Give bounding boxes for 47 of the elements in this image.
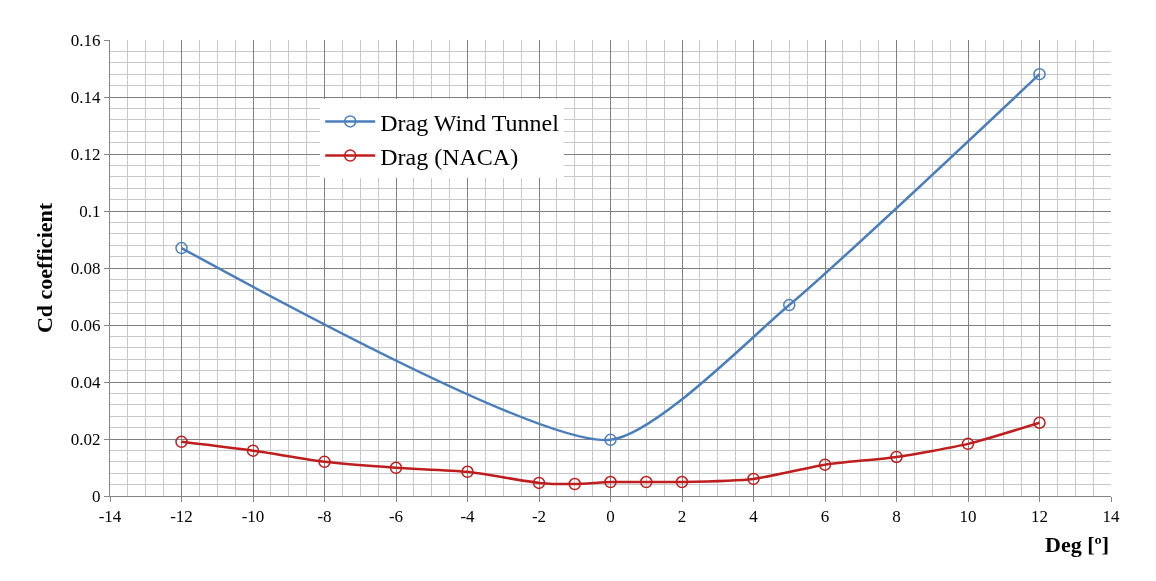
y-tick-label: 0.1 (79, 201, 101, 221)
point (1033, 67, 1046, 81)
point (175, 241, 188, 255)
x-tick-label: -4 (460, 507, 476, 527)
point (961, 437, 975, 451)
x-tick-label: -2 (531, 507, 547, 527)
point (1033, 416, 1046, 430)
x-tick-label: -12 (170, 507, 193, 527)
legend-label: Drag Wind Tunnel (380, 109, 560, 136)
point (175, 435, 188, 449)
x-tick-label: 2 (677, 507, 687, 527)
y-tick-label: 0.16 (70, 30, 101, 50)
y-tick-label: 0 (92, 486, 101, 506)
point (675, 475, 689, 489)
x-tick-label: -8 (317, 507, 332, 527)
y-axis-title: Cd coefficient (31, 202, 57, 334)
x-tick-label: -6 (388, 507, 404, 527)
point (461, 465, 474, 479)
x-tick-label: 4 (749, 507, 759, 527)
x-tick-label: 10 (959, 507, 977, 527)
point (246, 444, 260, 457)
point (389, 461, 403, 475)
y-tick-label: 0.02 (70, 429, 101, 449)
point (604, 433, 617, 447)
x-tick-label: 12 (1031, 507, 1048, 527)
x-tick-label: -14 (98, 507, 122, 527)
point (532, 476, 546, 490)
point (640, 475, 653, 489)
y-tick-label: 0.12 (70, 144, 101, 164)
point (890, 450, 903, 464)
point (318, 455, 331, 469)
x-tick-label: 6 (820, 507, 830, 527)
y-tick-label: 0.06 (70, 315, 101, 335)
y-tick-label: 0.14 (70, 87, 102, 107)
y-tick-label: 0.08 (70, 258, 101, 278)
x-tick-label: 8 (892, 507, 901, 527)
legend-label: Drag (NACA) (380, 143, 519, 170)
point (604, 475, 617, 489)
point (747, 472, 760, 486)
x-axis-title: Deg [º] (1045, 532, 1110, 557)
x-tick-label: 0 (606, 507, 615, 527)
y-tick-label: 0.04 (70, 372, 102, 392)
x-tick-label: -10 (241, 507, 265, 527)
point (783, 298, 796, 312)
x-tick-label: 14 (1102, 507, 1120, 527)
point (818, 458, 832, 471)
point (568, 477, 581, 491)
